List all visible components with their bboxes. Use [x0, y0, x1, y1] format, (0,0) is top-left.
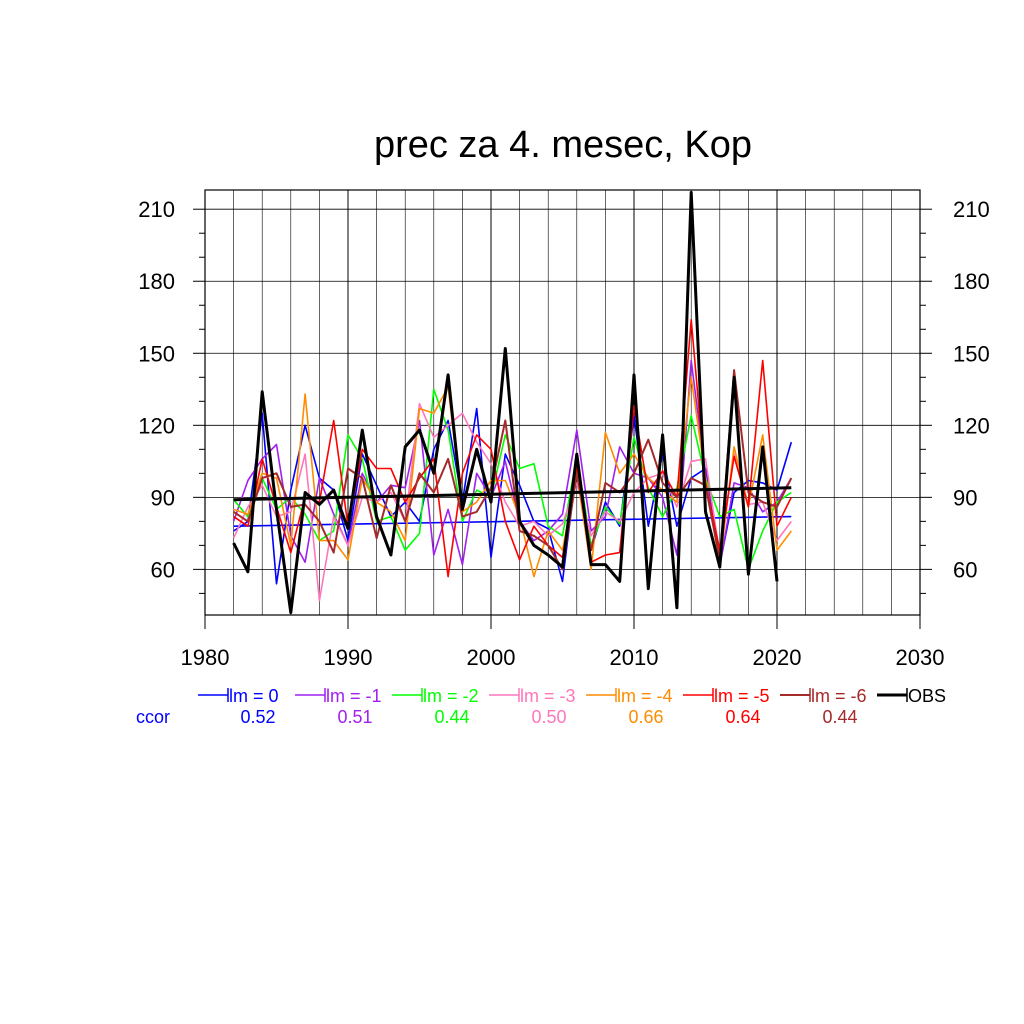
y-tick-label-left: 120 — [138, 413, 175, 438]
y-tick-label-right: 210 — [953, 197, 990, 222]
corr-value-lmm5: 0.64 — [725, 707, 760, 727]
series-line-lmm5 — [233, 318, 793, 578]
x-tick-label: 1990 — [324, 645, 373, 670]
y-tick-label-left: 210 — [138, 197, 175, 222]
y-tick-label-right: 90 — [953, 485, 977, 510]
corr-value-lmm4: 0.66 — [628, 707, 663, 727]
legend-label-lmm1: lm = -1 — [326, 686, 382, 706]
corr-value-lmm3: 0.50 — [531, 707, 566, 727]
series-line-obs — [232, 190, 779, 615]
series-layer — [232, 190, 793, 615]
x-tick-label: 2010 — [610, 645, 659, 670]
legend-label-lmm3: lm = -3 — [520, 686, 576, 706]
axes: 1980 1990 2000 2010 2020 2030 60 60 90 90 120 120 15… — [138, 197, 989, 670]
y-tick-label-right: 150 — [953, 341, 990, 366]
plot-border — [204, 189, 921, 616]
legend-label-lmm5: lm = -5 — [714, 686, 770, 706]
chart-title: prec za 4. mesec, Kop — [374, 124, 752, 166]
x-tick-label: 1980 — [181, 645, 230, 670]
series-line-lmm4 — [233, 376, 792, 578]
trend-line-lm0 — [233, 515, 792, 527]
y-tick-label-right: 60 — [953, 557, 977, 582]
legend-label-obs: OBS — [908, 686, 946, 706]
y-tick-label-right: 120 — [953, 413, 990, 438]
corr-value-lmm2: 0.44 — [434, 707, 469, 727]
x-tick-label: 2000 — [467, 645, 516, 670]
y-tick-label-left: 180 — [138, 269, 175, 294]
trend-line-obs — [233, 486, 792, 502]
legend-label-lmm4: lm = -4 — [617, 686, 673, 706]
legend-label-lm0: lm = 0 — [229, 686, 279, 706]
corr-label: ccor — [136, 707, 170, 727]
x-tick-label: 2020 — [753, 645, 802, 670]
y-tick-label-right: 180 — [953, 269, 990, 294]
y-tick-label-left: 150 — [138, 341, 175, 366]
y-tick-label-left: 90 — [151, 485, 175, 510]
series-line-lmm3 — [232, 402, 792, 602]
x-tick-label: 2030 — [896, 645, 945, 670]
corr-value-lmm6: 0.44 — [822, 707, 857, 727]
y-tick-label-left: 60 — [151, 557, 175, 582]
legend-label-lmm6: lm = -6 — [811, 686, 867, 706]
corr-value-lm0: 0.52 — [240, 707, 275, 727]
plot-frame — [204, 189, 921, 616]
corr-value-lmm1: 0.51 — [337, 707, 372, 727]
series-line-lmm6 — [233, 369, 793, 571]
legend-label-lmm2: lm = -2 — [423, 686, 479, 706]
